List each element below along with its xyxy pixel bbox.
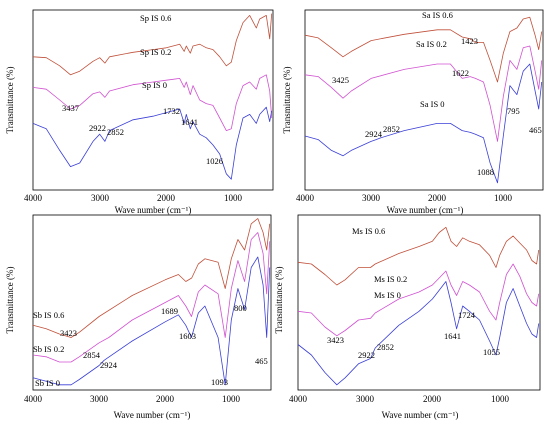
x-tick-1000-sb: 1000 [222,394,241,404]
series-line-ms-is-0 [297,281,540,386]
series-label-sa-0: Sa IS 0 [420,99,445,109]
x-tick-3000-ms: 3000 [356,394,375,404]
y-axis-label-sa: Transmittance (%) [282,67,292,134]
x-tick-1000-ms: 1000 [491,394,510,404]
series-label-sa-0.2: Sa IS 0.2 [416,39,447,49]
series-lines-sb [32,218,271,386]
plot-frame-sp [32,9,274,191]
peak-label-2852-sp: 2852 [107,127,124,137]
x-axis-label-sa: Wave number (cm⁻¹) [387,205,464,215]
series-line-sb-is-0 [32,256,271,386]
panel-sa: Transmittance (%) 4000 3000 2000 1000 Wa… [282,9,544,215]
x-tick-2000-ms: 2000 [423,394,442,404]
peak-label-2854-sb: 2854 [83,350,101,360]
peak-label-1724-ms: 1724 [458,310,476,320]
series-label-sa-0.6: Sa IS 0.6 [422,10,453,20]
x-tick-2000-sb: 2000 [156,394,175,404]
peak-label-1026-sp: 1026 [206,156,223,166]
peak-label-800-sb: 800 [234,303,247,313]
y-axis-label-sp: Transmittance (%) [5,67,15,134]
series-line-sp-is-0.6 [32,13,273,76]
peak-label-2922-ms: 2922 [358,350,375,360]
series-label-sb-0: Sb IS 0 [35,378,60,388]
series-label-sb-0.6: Sb IS 0.6 [33,310,64,320]
plot-frame-sb [32,214,272,391]
series-label-sp-0: Sp IS 0 [142,80,167,90]
panel-sb: Transmittance (%) 4000 3000 2000 1000 Wa… [5,214,272,420]
x-tick-2000-sp: 2000 [157,193,176,203]
series-line-sa-is-0.6 [304,16,543,83]
peak-label-1088-sa: 1088 [477,167,494,177]
peak-label-1732-sp: 1732 [163,106,180,116]
peak-label-465-sb: 465 [255,356,268,366]
series-line-ms-is-0.6 [297,226,540,286]
peak-label-2922-sp: 2922 [89,123,106,133]
plot-frame-sa [304,9,544,191]
series-label-sb-0.2: Sb IS 0.2 [33,344,64,354]
peak-label-1423-sa: 1423 [461,36,478,46]
series-lines-ms [297,226,540,386]
series-label-ms-0: Ms IS 0 [374,290,401,300]
series-label-ms-0.2: Ms IS 0.2 [374,274,407,284]
series-line-ms-is-0.2 [297,263,540,337]
x-axis-label-sb: Wave number (cm⁻¹) [114,410,191,420]
x-tick-1000-sa: 1000 [494,193,513,203]
peak-label-1641-ms: 1641 [444,331,461,341]
x-tick-4000-sp: 4000 [24,193,43,203]
x-tick-4000-ms: 4000 [289,394,308,404]
peak-label-1622-sa: 1622 [452,68,469,78]
series-line-sp-is-0 [32,106,273,180]
series-label-sp-0.6: Sp IS 0.6 [140,13,171,23]
x-tick-4000-sa: 4000 [296,193,315,203]
y-axis-label-ms: Transmittance (%) [274,267,284,334]
x-axis-label-sp: Wave number (cm⁻¹) [115,205,192,215]
peak-label-1093-sb: 1093 [211,377,228,387]
peak-label-2924-sb: 2924 [100,360,118,370]
peak-label-3437-sp: 3437 [62,103,79,113]
x-tick-3000-sb: 3000 [90,394,109,404]
series-line-sb-is-0.2 [32,232,271,363]
peak-label-1603-sb: 1603 [179,331,196,341]
panel-ms: Transmittance (%) 4000 3000 2000 1000 Wa… [274,214,541,420]
series-lines-sa [304,16,543,184]
plot-frame-ms [297,214,541,391]
panel-sp: Transmittance (%) 4000 3000 2000 1000 Wa… [5,9,274,215]
series-line-sb-is-0.6 [32,218,271,338]
peak-label-795-sa: 795 [507,106,520,116]
series-line-sa-is-0 [304,63,543,184]
series-line-sp-is-0.2 [32,74,273,132]
peak-label-465-sa: 465 [529,125,542,135]
peak-label-1641-sp: 1641 [181,117,198,127]
series-lines-sp [32,13,273,180]
x-tick-4000-sb: 4000 [24,394,43,404]
x-tick-3000-sa: 3000 [362,193,381,203]
x-tick-3000-sp: 3000 [91,193,110,203]
peak-label-1689-sb: 1689 [161,306,178,316]
peak-label-3423-ms: 3423 [327,335,344,345]
peak-label-3425-sa: 3425 [332,75,349,85]
y-axis-label-sb: Transmittance (%) [5,267,15,334]
series-label-sp-0.2: Sp IS 0.2 [140,47,171,57]
peak-label-1055-ms: 1055 [483,347,500,357]
peak-label-2924-sa: 2924 [365,129,383,139]
x-axis-label-ms: Wave number (cm⁻¹) [382,410,459,420]
peak-label-2852-ms: 2852 [377,342,394,352]
x-tick-2000-sa: 2000 [428,193,447,203]
peak-label-3423-sb: 3423 [60,328,77,338]
series-label-ms-0.6: Ms IS 0.6 [352,226,385,236]
x-tick-1000-sp: 1000 [224,193,243,203]
peak-label-2852-sa: 2852 [383,124,400,134]
series-line-sa-is-0.2 [304,45,543,142]
